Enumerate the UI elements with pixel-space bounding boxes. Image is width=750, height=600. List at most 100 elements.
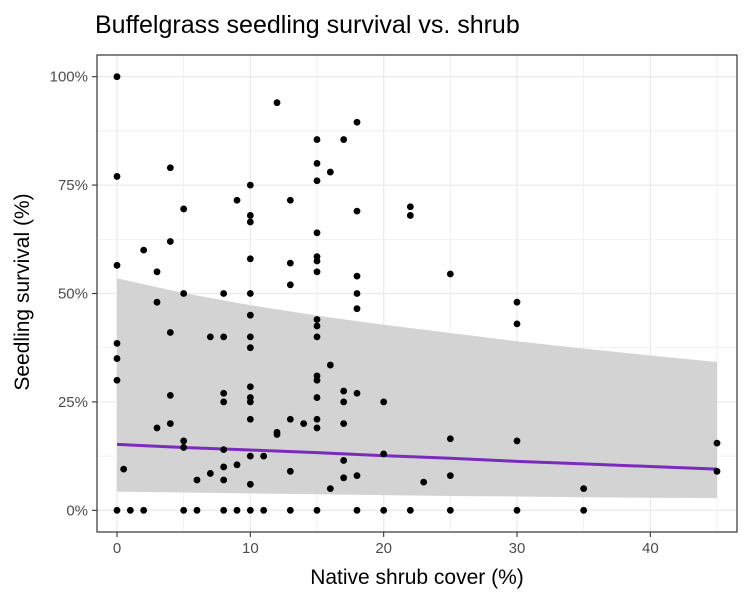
data-point [286, 281, 294, 289]
data-point [193, 506, 201, 514]
data-point [313, 268, 321, 276]
data-point [353, 290, 361, 297]
data-point [446, 435, 454, 443]
data-point [353, 506, 361, 514]
data-point [113, 173, 121, 180]
data-point [166, 420, 174, 427]
data-point [340, 420, 348, 427]
data-point [446, 270, 454, 278]
data-point [166, 238, 174, 245]
data-point [340, 136, 348, 143]
confidence-ribbon-layer [117, 278, 717, 499]
data-point [420, 478, 428, 486]
fit-line [116, 442, 718, 471]
fit-line-layer [116, 442, 718, 471]
data-point [513, 437, 521, 445]
data-point [246, 290, 254, 297]
data-point [220, 333, 228, 341]
data-point [113, 339, 121, 347]
data-point [246, 506, 254, 514]
data-point [406, 212, 414, 219]
data-point [220, 506, 228, 514]
data-point [313, 136, 321, 143]
data-point [580, 485, 588, 493]
data-point [313, 506, 321, 514]
data-point [246, 218, 254, 226]
data-point [193, 476, 201, 484]
data-point [580, 506, 588, 514]
data-point [246, 383, 254, 391]
data-point [246, 311, 254, 319]
data-point [313, 333, 321, 341]
data-point [153, 298, 161, 306]
y-tick-label: 100% [50, 69, 88, 86]
x-axis-title: Native shrub cover (%) [310, 566, 524, 589]
data-point [120, 465, 128, 473]
data-point [113, 73, 121, 81]
data-point [713, 439, 721, 447]
data-point [380, 450, 388, 458]
data-point [353, 272, 361, 280]
data-point [713, 467, 721, 475]
data-point [286, 259, 294, 267]
data-point [166, 392, 174, 399]
points-layer [113, 73, 721, 514]
data-point [246, 398, 254, 406]
data-point [513, 506, 521, 514]
data-point [206, 470, 214, 477]
data-point [246, 255, 254, 263]
data-point [246, 480, 254, 488]
data-point [220, 389, 228, 397]
data-point [326, 168, 334, 176]
y-tick-label: 25% [58, 394, 88, 411]
data-point [246, 452, 254, 460]
data-point [140, 506, 148, 514]
data-point [126, 506, 134, 514]
data-point [153, 268, 161, 276]
data-point [313, 415, 321, 423]
data-point [220, 446, 228, 454]
data-point [380, 398, 388, 406]
data-point [273, 431, 281, 438]
data-point [246, 333, 254, 341]
data-point [246, 344, 254, 352]
data-point [180, 290, 188, 297]
data-point [286, 506, 294, 514]
x-tick-label: 0 [113, 540, 121, 557]
data-point [340, 398, 348, 406]
data-point [113, 506, 121, 514]
data-point [180, 437, 188, 445]
data-point [313, 376, 321, 384]
data-point [313, 177, 321, 185]
data-point [380, 506, 388, 514]
data-point [313, 322, 321, 330]
data-point [326, 361, 334, 369]
data-point [260, 506, 268, 514]
data-point [140, 246, 148, 254]
data-point [353, 118, 361, 126]
data-point [286, 467, 294, 475]
y-tick-label: 75% [58, 177, 88, 194]
data-point [326, 485, 334, 493]
chart-title: Buffelgrass seedling survival vs. shrub [95, 11, 520, 39]
data-point [313, 257, 321, 265]
data-point [286, 196, 294, 204]
data-point [513, 298, 521, 306]
data-point [313, 394, 321, 401]
y-tick-label: 0% [66, 502, 88, 519]
y-axis: 0% 25% 50% 75% 100% [50, 69, 97, 519]
x-axis: 0 10 20 30 40 [113, 532, 659, 557]
data-point [180, 506, 188, 514]
x-tick-label: 40 [642, 540, 659, 557]
data-point [446, 506, 454, 514]
data-point [220, 290, 228, 297]
data-point [353, 305, 361, 313]
data-point [340, 387, 348, 395]
data-point [313, 316, 321, 323]
data-point [246, 212, 254, 219]
data-point [286, 415, 294, 423]
data-point [313, 160, 321, 167]
data-point [353, 472, 361, 480]
data-point [233, 461, 241, 469]
data-point [300, 420, 308, 427]
